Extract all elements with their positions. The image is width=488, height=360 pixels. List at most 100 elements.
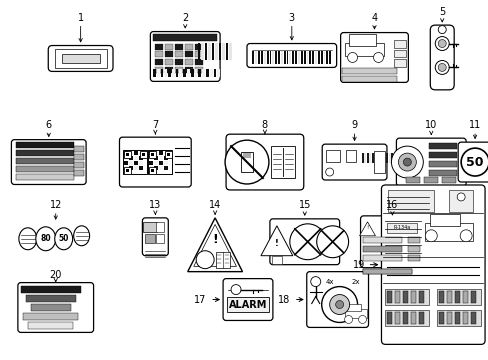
Bar [326, 51, 327, 64]
Bar [376, 153, 378, 163]
Bar [386, 312, 391, 324]
Bar [164, 69, 167, 77]
Bar [462, 291, 467, 302]
Bar [436, 289, 480, 305]
Circle shape [437, 63, 446, 71]
Bar [226, 297, 268, 312]
Ellipse shape [55, 228, 73, 250]
Text: 7: 7 [152, 120, 158, 130]
Bar [320, 51, 322, 64]
Circle shape [425, 230, 436, 242]
Bar [469, 312, 475, 324]
Circle shape [224, 140, 268, 184]
Bar [295, 51, 296, 64]
Bar [462, 312, 467, 324]
Text: 17: 17 [193, 294, 206, 305]
Bar [272, 51, 274, 64]
Ellipse shape [74, 226, 89, 246]
Text: 15: 15 [298, 200, 310, 210]
Bar [217, 69, 220, 77]
Bar [402, 291, 407, 302]
Text: R-134a: R-134a [393, 225, 410, 230]
Bar [261, 51, 263, 64]
Bar [155, 44, 163, 50]
Bar [362, 269, 411, 274]
Circle shape [437, 26, 446, 33]
Polygon shape [261, 226, 292, 256]
Bar [213, 69, 216, 77]
Bar [195, 51, 203, 58]
Bar [164, 161, 168, 165]
Circle shape [289, 224, 325, 260]
Bar [198, 69, 201, 77]
Text: 8: 8 [261, 120, 267, 130]
Bar [407, 237, 420, 243]
Bar [124, 166, 128, 170]
Bar [381, 153, 383, 163]
Bar [215, 42, 218, 60]
Bar [344, 309, 366, 319]
Bar [155, 67, 163, 73]
Bar [469, 291, 475, 302]
Bar [394, 59, 406, 67]
Bar [155, 51, 163, 58]
Bar [406, 177, 420, 183]
Circle shape [459, 230, 471, 242]
Bar [139, 166, 143, 170]
Ellipse shape [36, 227, 56, 251]
Bar [16, 158, 74, 164]
Text: 12: 12 [49, 200, 62, 210]
Bar [300, 51, 302, 64]
Text: 2x: 2x [350, 279, 359, 285]
Bar [388, 153, 390, 163]
Bar [153, 34, 217, 41]
Bar [134, 151, 138, 155]
Bar [175, 51, 183, 58]
Bar [446, 291, 451, 302]
Bar [126, 168, 129, 171]
Bar [394, 40, 406, 48]
Bar [159, 151, 163, 155]
Bar [428, 143, 456, 149]
Bar [149, 161, 153, 165]
Bar [407, 246, 420, 252]
Bar [222, 42, 224, 60]
Bar [124, 150, 131, 158]
FancyBboxPatch shape [429, 25, 453, 90]
Bar [156, 222, 164, 232]
Bar [454, 312, 459, 324]
Circle shape [403, 158, 410, 166]
Circle shape [196, 251, 214, 269]
Bar [194, 69, 197, 77]
Bar [229, 42, 231, 60]
Bar [346, 303, 360, 311]
Bar [258, 51, 260, 64]
FancyBboxPatch shape [142, 218, 168, 256]
Bar [126, 153, 129, 156]
Ellipse shape [19, 228, 37, 250]
Bar [342, 68, 396, 75]
Bar [436, 310, 480, 327]
Bar [428, 161, 456, 167]
Bar [418, 291, 423, 302]
Bar [134, 166, 138, 170]
Text: ALARM: ALARM [228, 300, 266, 310]
Bar [345, 150, 355, 162]
Bar [211, 42, 214, 60]
Bar [139, 151, 143, 155]
Polygon shape [193, 224, 236, 266]
Text: !: ! [366, 225, 368, 230]
Bar [186, 69, 189, 77]
Text: 5: 5 [438, 6, 445, 17]
Bar [61, 54, 100, 63]
Bar [394, 50, 406, 58]
Bar [428, 152, 456, 158]
Bar [159, 166, 163, 170]
FancyBboxPatch shape [360, 216, 424, 268]
Circle shape [230, 285, 241, 294]
Bar [154, 151, 158, 155]
Bar [124, 151, 128, 155]
Bar [185, 44, 193, 50]
Text: 13: 13 [149, 200, 161, 210]
Bar [323, 51, 325, 64]
